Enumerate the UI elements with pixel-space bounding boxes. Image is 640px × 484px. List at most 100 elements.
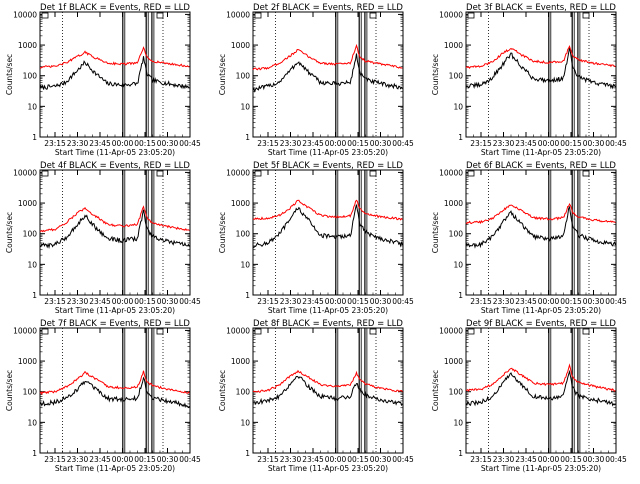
x-tick-label: 23:30 — [280, 139, 302, 148]
y-tick-label: 1000 — [231, 41, 250, 50]
x-tick-label: 23:15 — [44, 297, 66, 306]
x-tick-label: 00:00 — [112, 297, 134, 306]
events-series-line — [252, 204, 403, 249]
panel-title: Det 5f BLACK = Events, RED = LLD — [253, 161, 403, 171]
x-tick-label: 00:15 — [560, 297, 582, 306]
y-tick-label: 1 — [245, 291, 250, 300]
panel-flag-box — [369, 328, 377, 335]
y-tick-label: 1 — [245, 449, 250, 458]
x-tick-label: 23:45 — [89, 139, 111, 148]
y-tick-label: 1000 — [18, 357, 37, 366]
x-tick-label: 00:15 — [347, 297, 369, 306]
x-tick-label: 23:30 — [493, 297, 515, 306]
panel-flag-box — [156, 170, 164, 177]
x-axis-label: Start Time (11-Apr-05 23:05:20) — [268, 464, 388, 473]
x-tick-label: 00:45 — [392, 139, 414, 148]
x-axis-label: Start Time (11-Apr-05 23:05:20) — [481, 306, 601, 315]
x-tick-label: 23:45 — [89, 297, 111, 306]
y-axis-label: Counts/sec — [218, 212, 227, 253]
events-series-line — [39, 209, 190, 249]
events-series-line — [465, 369, 616, 407]
lld-series-line — [39, 46, 190, 69]
panel-flag-box — [582, 170, 590, 177]
y-axis-label: Counts/sec — [5, 370, 14, 411]
x-tick-label: 00:00 — [325, 139, 347, 148]
panel-title: Det 7f BLACK = Events, RED = LLD — [40, 319, 190, 329]
y-tick-label: 100 — [23, 230, 38, 239]
x-tick-label: 00:15 — [134, 455, 156, 464]
x-tick-label: 00:30 — [583, 455, 605, 464]
panel-title: Det 3f BLACK = Events, RED = LLD — [466, 3, 616, 13]
y-tick-label: 1000 — [444, 357, 463, 366]
panel-flag-box — [467, 12, 475, 19]
y-tick-label: 100 — [449, 230, 464, 239]
y-axis-label: Counts/sec — [431, 370, 440, 411]
lld-series-line — [39, 205, 190, 233]
panel-flag-box — [254, 328, 262, 335]
y-tick-label: 1000 — [231, 357, 250, 366]
y-tick-label: 1000 — [444, 41, 463, 50]
x-tick-label: 00:30 — [583, 139, 605, 148]
x-axis-label: Start Time (11-Apr-05 23:05:20) — [55, 306, 175, 315]
y-tick-label: 100 — [236, 388, 251, 397]
y-axis-label: Counts/sec — [218, 54, 227, 95]
x-tick-label: 23:45 — [515, 297, 537, 306]
panel-flag-box — [582, 328, 590, 335]
lld-series-line — [465, 203, 616, 225]
y-tick-label: 1 — [245, 133, 250, 142]
x-axis-label: Start Time (11-Apr-05 23:05:20) — [268, 148, 388, 157]
y-tick-label: 100 — [449, 388, 464, 397]
y-tick-label: 10000 — [13, 168, 37, 177]
x-tick-label: 23:15 — [44, 139, 66, 148]
y-tick-label: 100 — [23, 72, 38, 81]
lld-series-line — [465, 363, 616, 392]
y-tick-label: 10 — [240, 102, 250, 111]
y-tick-label: 10 — [453, 418, 463, 427]
panel-flag-box — [582, 12, 590, 19]
x-tick-label: 23:45 — [302, 297, 324, 306]
x-tick-label: 00:30 — [157, 139, 179, 148]
x-tick-label: 00:45 — [605, 455, 627, 464]
y-tick-label: 1000 — [18, 41, 37, 50]
y-axis-label: Counts/sec — [5, 212, 14, 253]
y-axis-label: Counts/sec — [431, 212, 440, 253]
x-tick-label: 23:30 — [493, 455, 515, 464]
x-tick-label: 23:30 — [280, 455, 302, 464]
y-tick-label: 10000 — [226, 10, 250, 19]
events-series-line — [465, 206, 616, 249]
y-tick-label: 1000 — [18, 199, 37, 208]
x-tick-label: 00:15 — [560, 455, 582, 464]
events-series-line — [252, 53, 403, 93]
y-tick-label: 10000 — [439, 168, 463, 177]
x-tick-label: 00:30 — [157, 297, 179, 306]
y-tick-label: 10000 — [13, 326, 37, 335]
x-tick-label: 00:45 — [179, 455, 201, 464]
x-tick-label: 23:15 — [44, 455, 66, 464]
x-tick-label: 00:45 — [392, 455, 414, 464]
x-tick-label: 23:15 — [257, 139, 279, 148]
x-axis-label: Start Time (11-Apr-05 23:05:20) — [55, 148, 175, 157]
x-tick-label: 23:15 — [470, 297, 492, 306]
x-tick-label: 23:30 — [67, 455, 89, 464]
panel-flag-box — [156, 328, 164, 335]
lld-series-line — [465, 45, 616, 69]
x-tick-label: 23:30 — [67, 297, 89, 306]
x-tick-label: 00:30 — [370, 139, 392, 148]
panel-title: Det 2f BLACK = Events, RED = LLD — [253, 3, 403, 13]
x-tick-label: 00:00 — [112, 455, 134, 464]
panel-flag-box — [467, 170, 475, 177]
detector-panel-8: Det 8f BLACK = Events, RED = LLD 1 10 100 10… — [218, 319, 414, 473]
panel-flag-box — [41, 170, 49, 177]
x-tick-label: 00:00 — [325, 297, 347, 306]
x-tick-label: 00:00 — [325, 455, 347, 464]
x-axis-label: Start Time (11-Apr-05 23:05:20) — [481, 464, 601, 473]
panel-flag-box — [41, 12, 49, 19]
y-tick-label: 100 — [236, 230, 251, 239]
detector-panel-6: Det 6f BLACK = Events, RED = LLD 1 10 100 10… — [431, 161, 627, 315]
x-tick-label: 00:00 — [538, 139, 560, 148]
x-tick-label: 00:30 — [370, 455, 392, 464]
x-tick-label: 00:15 — [347, 455, 369, 464]
x-tick-label: 00:45 — [605, 297, 627, 306]
